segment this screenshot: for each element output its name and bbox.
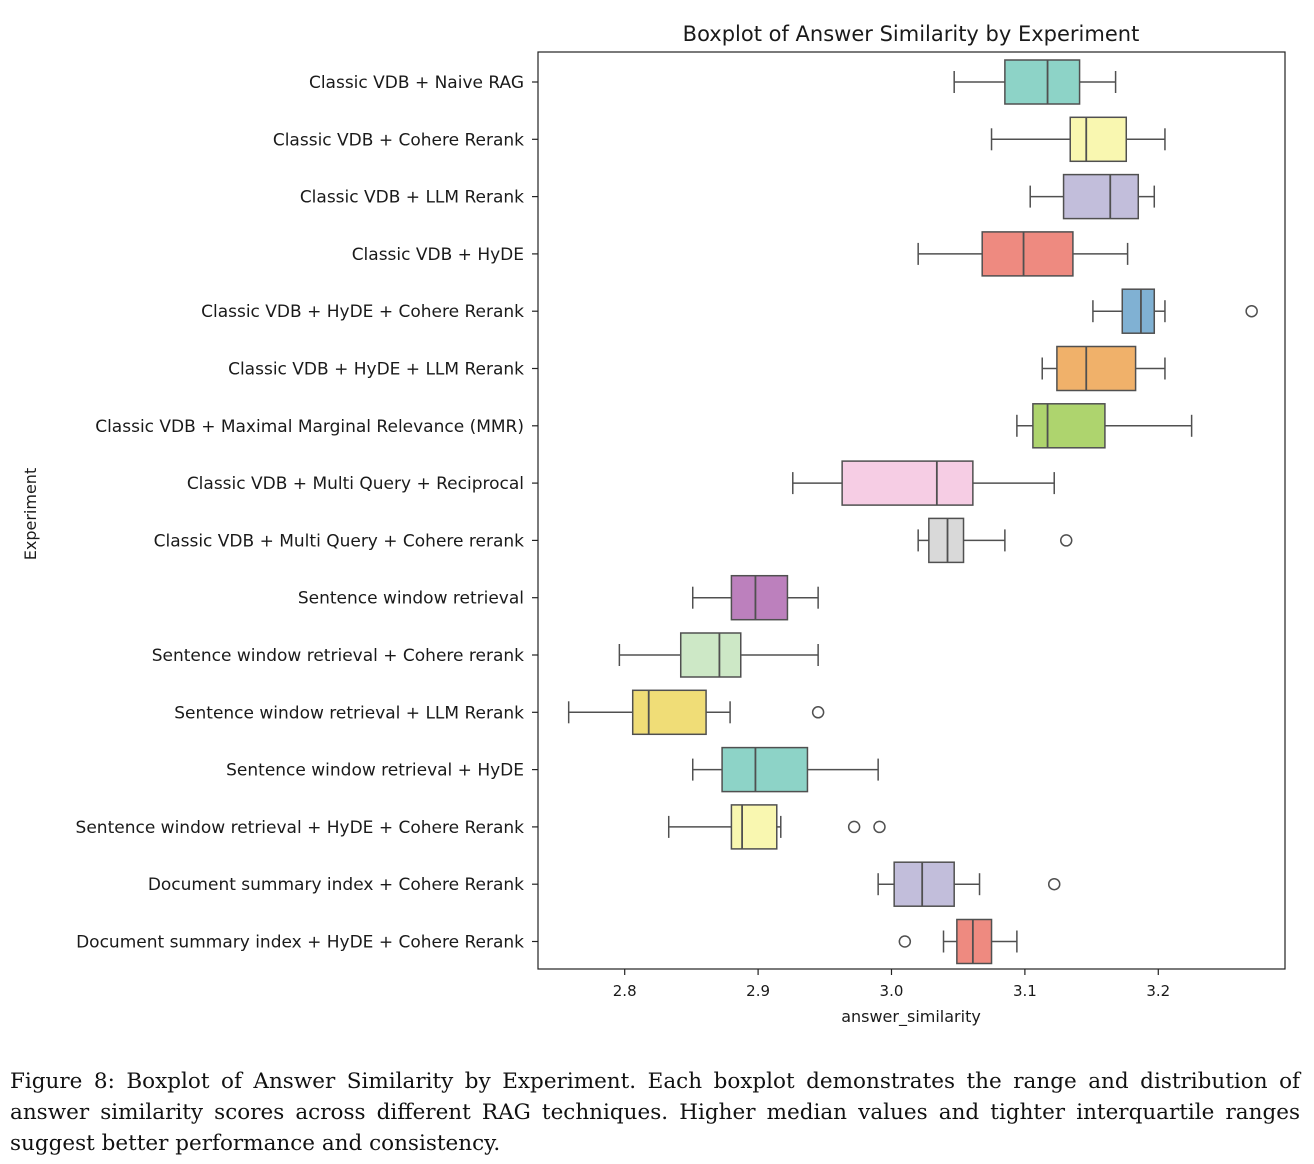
box-group bbox=[917, 231, 1129, 277]
box bbox=[730, 804, 778, 850]
box-group bbox=[953, 59, 1117, 105]
box bbox=[893, 861, 955, 907]
category-label: Document summary index + HyDE + Cohere R… bbox=[76, 933, 524, 953]
y-axis-label: Experiment bbox=[21, 468, 40, 560]
outlier-point bbox=[847, 820, 861, 834]
box-group bbox=[691, 746, 879, 793]
category-label: Classic VDB + HyDE bbox=[352, 245, 524, 265]
boxplot-chart: Boxplot of Answer Similarity by Experime… bbox=[21, 22, 1286, 1027]
category-label: Sentence window retrieval + Cohere reran… bbox=[152, 646, 524, 666]
plot-frame bbox=[537, 51, 1286, 970]
box-group bbox=[618, 632, 819, 678]
category-label: Document summary index + Cohere Rerank bbox=[148, 875, 524, 895]
outlier-point bbox=[1059, 534, 1073, 547]
box bbox=[956, 918, 993, 965]
box-group bbox=[877, 861, 1061, 907]
category-label: Classic VDB + LLM Rerank bbox=[300, 188, 524, 208]
x-axis: 2.8 2.9 3.0 3.1 3.2 bbox=[613, 969, 1170, 1000]
category-label: Classic VDB + Multi Query + Reciprocal bbox=[187, 474, 524, 494]
box bbox=[730, 574, 789, 621]
box bbox=[981, 231, 1074, 277]
category-label: Classic VDB + Naive RAG bbox=[309, 73, 524, 93]
outlier-point bbox=[1047, 877, 1061, 891]
category-label: Sentence window retrieval + LLM Rerank bbox=[174, 703, 524, 723]
box-group bbox=[990, 116, 1166, 163]
box bbox=[679, 632, 742, 678]
outlier-point bbox=[1245, 304, 1258, 318]
category-label: Sentence window retrieval + HyDE bbox=[226, 761, 524, 781]
box bbox=[1032, 403, 1106, 449]
box bbox=[631, 689, 707, 736]
box bbox=[928, 517, 965, 564]
box-group bbox=[691, 574, 819, 621]
box bbox=[1056, 345, 1137, 392]
box bbox=[721, 746, 809, 793]
outlier-point bbox=[898, 935, 912, 948]
box bbox=[1062, 173, 1140, 220]
box-group bbox=[567, 689, 825, 736]
box-group bbox=[917, 517, 1073, 564]
box-group bbox=[792, 460, 1055, 506]
box-group bbox=[1092, 288, 1258, 334]
outlier-point bbox=[873, 820, 886, 834]
x-tick-label: 3.1 bbox=[1013, 982, 1037, 1000]
x-tick-label: 2.9 bbox=[746, 982, 770, 1000]
category-label: Sentence window retrieval + HyDE + Coher… bbox=[76, 818, 525, 838]
category-label: Sentence window retrieval bbox=[298, 589, 524, 609]
box-group bbox=[1029, 173, 1156, 220]
category-label: Classic VDB + Maximal Marginal Relevance… bbox=[95, 417, 524, 437]
box-group bbox=[667, 804, 886, 850]
box-group bbox=[1016, 403, 1193, 449]
category-label: Classic VDB + HyDE + Cohere Rerank bbox=[201, 302, 524, 322]
box bbox=[841, 460, 974, 506]
x-tick-label: 3.0 bbox=[880, 982, 904, 1000]
outlier-point bbox=[811, 706, 825, 719]
box bbox=[1121, 288, 1156, 334]
category-label: Classic VDB + Cohere Rerank bbox=[273, 130, 524, 150]
category-label: Classic VDB + HyDE + LLM Rerank bbox=[228, 360, 524, 380]
box-group bbox=[1041, 345, 1166, 392]
box bbox=[1004, 59, 1081, 105]
x-tick-label: 3.2 bbox=[1146, 982, 1170, 1000]
x-tick-label: 2.8 bbox=[613, 982, 637, 1000]
y-axis: Classic VDB + Naive RAG Classic VDB + Coh… bbox=[76, 73, 538, 953]
box bbox=[1069, 116, 1128, 163]
box-group bbox=[898, 918, 1018, 965]
chart-title: Boxplot of Answer Similarity by Experime… bbox=[683, 22, 1140, 46]
category-label: Classic VDB + Multi Query + Cohere reran… bbox=[154, 531, 525, 551]
x-axis-label: answer_similarity bbox=[841, 1007, 981, 1027]
plot-area bbox=[567, 59, 1258, 965]
figure-caption: Figure 8: Boxplot of Answer Similarity b… bbox=[10, 1069, 1300, 1156]
